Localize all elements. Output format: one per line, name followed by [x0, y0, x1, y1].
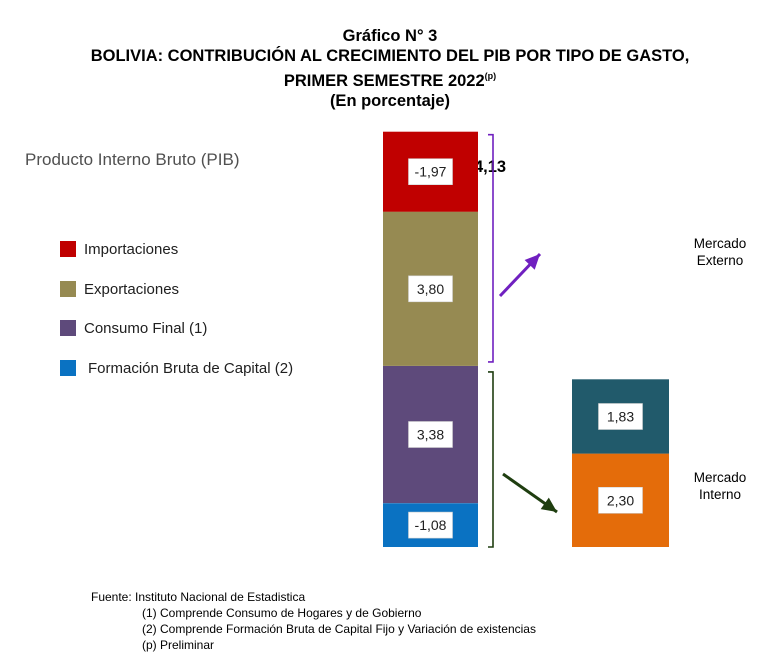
legend-label-exportaciones: Exportaciones: [84, 280, 180, 298]
legend-label-formacion-bruta: Formación Bruta de Capital (2): [88, 359, 294, 377]
footnote-3: (p) Preliminar: [142, 638, 215, 652]
legend-item-formacion-bruta: Formación Bruta de Capital (2): [60, 358, 293, 378]
value-label-formacion-bruta-de-capital-2: -1,08: [415, 517, 447, 533]
footnote-2: (2) Comprende Formación Bruta de Capital…: [142, 622, 536, 636]
annotation-mercado-externo-line-1: Mercado: [694, 236, 747, 251]
annotation-mercado-interno-line-2: Interno: [699, 487, 741, 502]
legend-item-importaciones: Importaciones: [60, 239, 178, 259]
legend-item-consumo-final: Consumo Final (1): [60, 318, 207, 338]
value-label-mercado-interno: 2,30: [607, 492, 634, 508]
value-label-box-consumo-final-1: [408, 421, 453, 448]
arrow-externo-head: [524, 254, 540, 270]
title-preliminary-mark: (p): [484, 71, 497, 81]
legend-swatch-consumo-final: [60, 320, 76, 336]
title-line-3: PRIMER SEMESTRE 2022(p): [0, 66, 780, 91]
footnote-source: Fuente: Instituto Nacional de Estadistic…: [91, 590, 306, 604]
footnote-1: (1) Comprende Consumo de Hogares y de Go…: [142, 606, 422, 620]
annotation-mercado-externo-line-2: Externo: [697, 253, 744, 268]
bracket-externo: [488, 133, 494, 363]
value-label-consumo-final-1: 3,38: [417, 427, 444, 443]
chart-title: Gráfico N° 3 BOLIVIA: CONTRIBUCIÓN AL CR…: [0, 26, 780, 111]
title-line-3-text: PRIMER SEMESTRE 2022: [283, 72, 485, 90]
value-label-box-mercado-interno: [598, 486, 643, 514]
legend-swatch-exportaciones: [60, 281, 76, 297]
title-line-1: Gráfico N° 3: [342, 27, 438, 45]
arrow-interno-head: [540, 497, 557, 512]
legend-item-exportaciones: Exportaciones: [60, 279, 179, 299]
title-line-2: BOLIVIA: CONTRIBUCIÓN AL CRECIMIENTO DEL…: [90, 47, 690, 65]
annotation-mercado-interno-line-1: Mercado: [694, 470, 747, 485]
legend-swatch-formacion-bruta: [60, 360, 76, 376]
value-label-box-importaciones: [408, 158, 453, 185]
legend-swatch-importaciones: [60, 241, 76, 257]
pib-label: Producto Interno Bruto (PIB): [25, 150, 240, 169]
legend-label-importaciones: Importaciones: [84, 240, 179, 258]
title-line-4: (En porcentaje): [329, 92, 451, 110]
bracket-interno: [488, 371, 494, 548]
total-label: 4,13: [474, 158, 507, 176]
value-label-box-formacion-bruta-de-capital-2: [408, 511, 453, 539]
value-label-box-mercado-externo: [598, 403, 643, 430]
legend-label-consumo-final: Consumo Final (1): [84, 319, 208, 337]
value-label-exportaciones: 3,80: [417, 281, 444, 297]
value-label-importaciones: -1,97: [415, 164, 447, 180]
value-label-box-exportaciones: [408, 275, 453, 303]
value-label-mercado-externo: 1,83: [607, 409, 634, 425]
